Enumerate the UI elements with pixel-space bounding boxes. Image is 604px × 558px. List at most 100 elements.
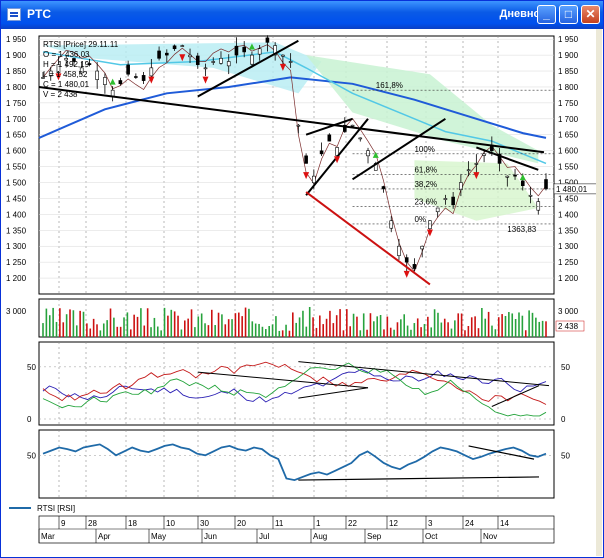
candle-body [451,196,455,206]
adx-line [42,362,547,417]
sell-signal-arrow [179,54,186,62]
price-tick-right: 1 600 [558,147,579,156]
candle-body [497,153,502,164]
price-tick-right: 1 850 [558,67,579,76]
candle-body [180,45,185,47]
ma-long-line [38,76,547,139]
price-tick-left: 1 600 [6,147,27,156]
candle-body [381,186,386,190]
title-bar[interactable]: PTC Дневной _ □ ✕ [1,1,603,29]
candle-body [118,80,123,85]
price-tick-left: 1 700 [6,115,27,124]
trend-line [38,85,545,154]
trend-line [197,39,299,98]
candle-body [265,37,270,43]
price-tick-right: 1 650 [558,131,579,140]
trend-line [305,191,431,286]
fib-level-label: 38,2% [414,180,437,189]
price-tick-left: 1 500 [6,179,27,188]
candle-body [288,61,293,63]
candle-body [103,77,107,85]
fib-level-label: 23,6% [414,197,437,206]
candle-body [203,67,208,70]
x-day-label: 20 [237,519,246,528]
close-button[interactable]: ✕ [581,5,600,24]
rsi-tick-right: 50 [561,451,570,460]
candle-body [72,58,76,62]
price-tick-right: 1 450 [558,194,579,203]
candle-body [296,124,301,127]
candle-body [211,61,216,63]
candle-body [56,64,61,74]
dmi-tick-left: 50 [27,363,36,372]
x-month-label: Mar [41,532,55,541]
volume-tick-left: 3 000 [6,307,27,316]
price-tick-left: 1 750 [6,99,27,108]
x-day-label: 14 [500,519,509,528]
x-month-label: Jul [259,532,269,541]
candle-body [141,75,146,81]
candle-body [350,124,355,127]
price-tick-left: 1 350 [6,226,27,235]
dmi-minus-line [42,361,547,405]
period-label[interactable]: Дневной [499,8,548,20]
fib-level-label: 0% [414,215,426,224]
candle-body [273,45,277,56]
last-price-label: 1 480,01 [556,185,588,194]
sell-signal-arrow [202,76,209,84]
x-day-label: 10 [166,519,175,528]
candle-body [281,54,285,57]
price-tick-left: 1 200 [6,274,27,283]
candle-body [319,150,324,155]
x-day-label: 24 [465,519,474,528]
x-day-label: 18 [128,519,137,528]
dmi-tick-right: 0 [561,415,566,424]
window-title: PTC [27,7,51,21]
cloud-recent [414,160,539,221]
price-tick-left: 1 800 [6,83,27,92]
price-tick-right: 1 300 [558,242,579,251]
x-day-label: 3 [428,519,433,528]
sell-signal-arrow [55,73,62,81]
rsi-tick-left: 50 [27,451,36,460]
candle-body [342,124,347,132]
price-tick-right: 1 950 [558,35,579,44]
x-month-label: Apr [98,532,111,541]
cloud-lower [306,55,539,164]
maximize-button[interactable]: □ [559,5,578,24]
minimize-button[interactable]: _ [537,5,556,24]
x-month-label: Oct [425,532,438,541]
candle-body [250,54,254,65]
dmi-tick-left: 0 [27,415,32,424]
buy-signal-arrow [248,43,255,50]
candle-body [188,54,192,58]
x-month-label: Aug [313,532,327,541]
price-tick-right: 1 750 [558,99,579,108]
price-tick-left: 1 400 [6,210,27,219]
dmi-plus-line [42,368,547,403]
candle-body [312,175,316,184]
price-info-line: L = 1 458,52 [43,70,88,79]
candle-body [482,153,486,156]
rsi-panel [38,429,555,499]
fib-level-label: 100% [414,145,434,154]
candle-body [64,57,69,61]
rsi-trend-line [468,445,535,460]
buy-signal-arrow [519,174,526,181]
x-day-label: 28 [88,519,97,528]
candle-body [435,207,440,213]
x-day-label: 12 [389,519,398,528]
sell-signal-arrow [403,270,410,278]
fib-level-label: 61,8% [414,166,437,175]
last-volume-label: 2 438 [558,322,579,331]
sell-signal-arrow [334,156,341,164]
x-month-label: Jun [204,532,217,541]
x-day-label: 30 [200,519,209,528]
trend-line [476,146,539,171]
candle-body [520,180,525,187]
candle-body [226,61,231,67]
candle-body [48,70,53,77]
x-day-label: 1 [316,519,321,528]
